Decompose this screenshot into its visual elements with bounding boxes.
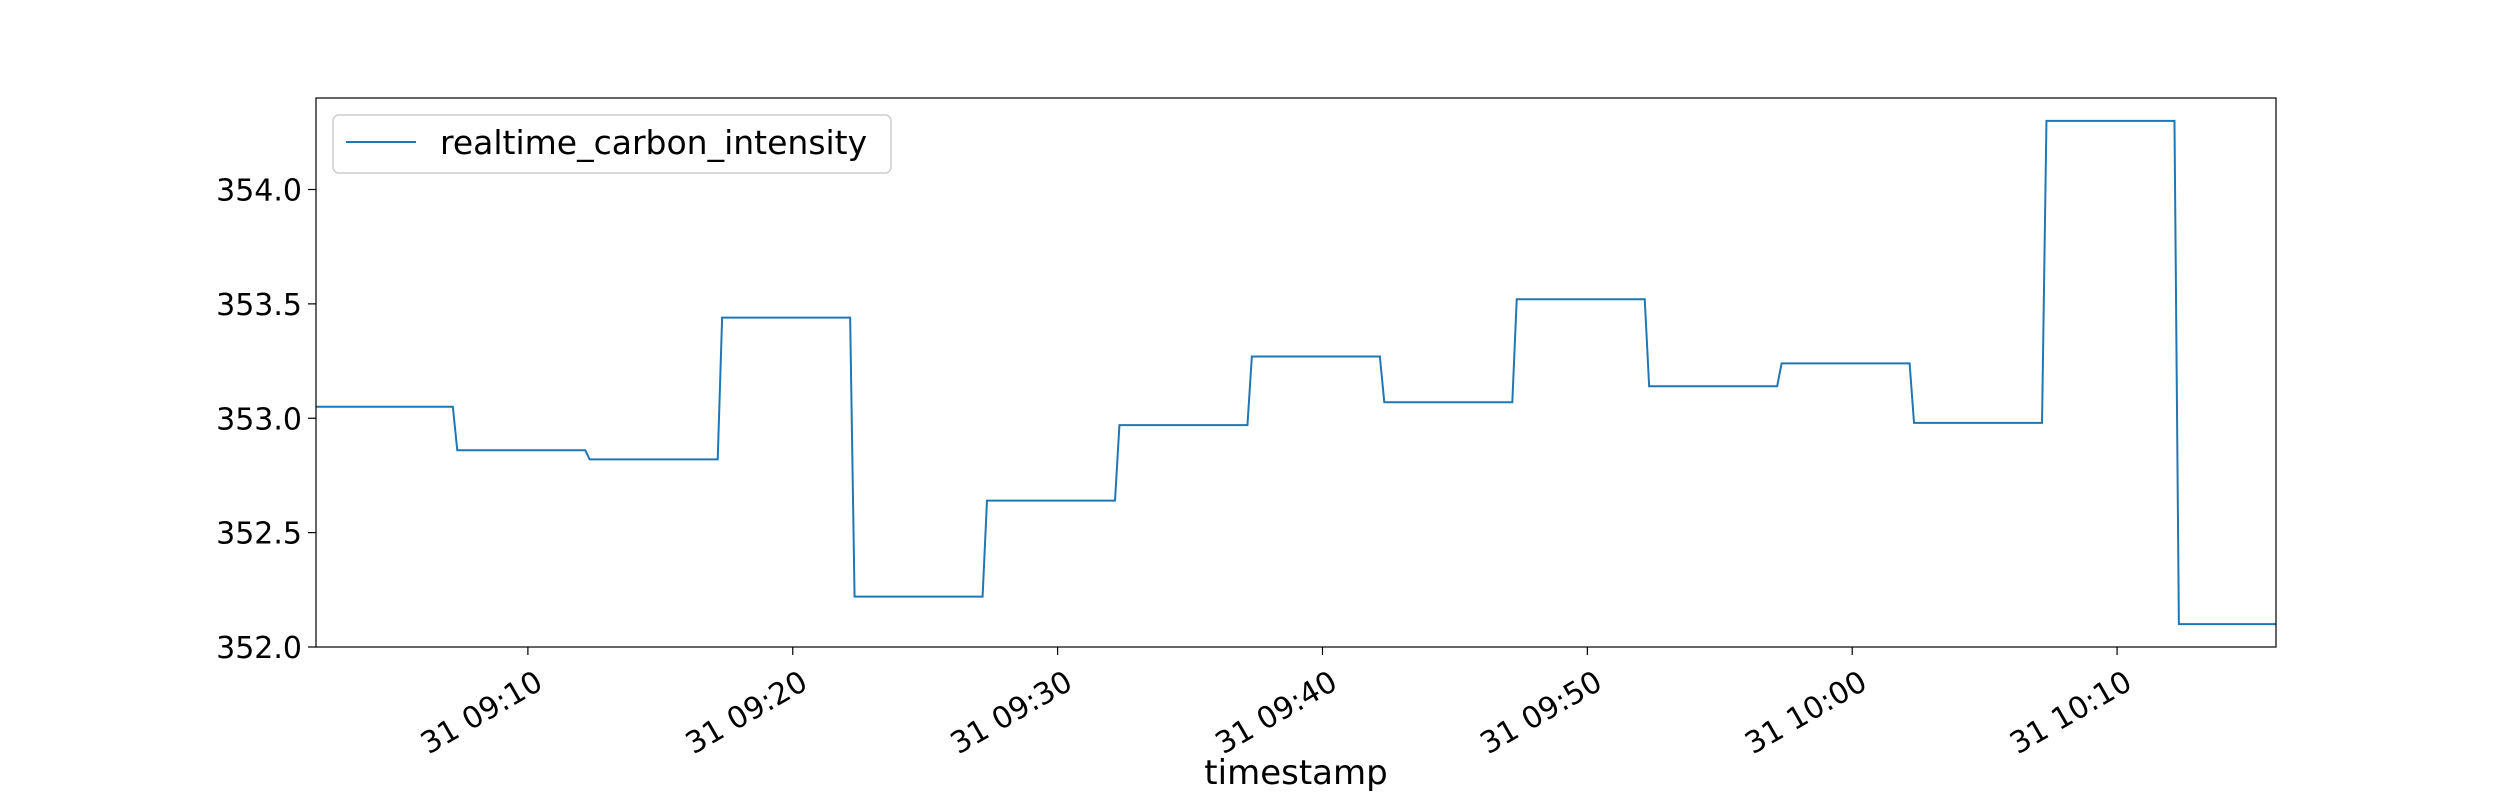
y-tick-label-3: 353.5 xyxy=(216,288,302,323)
y-tick-label-2: 353.0 xyxy=(216,402,302,437)
plot-background xyxy=(316,98,2276,647)
series-layer xyxy=(316,119,2276,626)
series-line-0 xyxy=(316,119,2276,626)
legend: realtime_carbon_intensity xyxy=(332,114,892,174)
legend-entry-label: realtime_carbon_intensity xyxy=(440,123,867,162)
y-axis: 352.0 352.5 353.0 353.5 354.0 xyxy=(216,174,316,666)
x-axis-label: timestamp xyxy=(1204,753,1387,793)
plot-area xyxy=(315,97,2277,648)
legend-box xyxy=(332,114,892,174)
plot-frame xyxy=(315,97,2277,648)
y-tick-label-0: 352.0 xyxy=(216,631,302,666)
y-tick-label-1: 352.5 xyxy=(216,517,302,552)
y-tick-label-4: 354.0 xyxy=(216,174,302,209)
